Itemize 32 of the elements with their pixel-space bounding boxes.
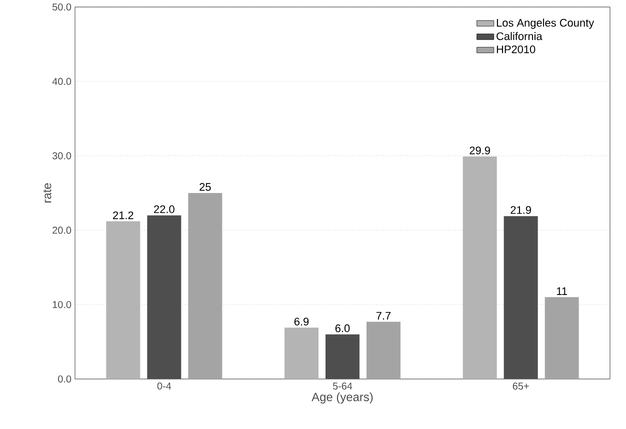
- data-label: 21.9: [510, 206, 531, 214]
- legend-label: Los Angeles County: [496, 18, 594, 29]
- bar: [147, 215, 182, 379]
- data-label: 25: [200, 183, 211, 191]
- y-tick-label: 10.0: [52, 301, 72, 308]
- data-label: 11: [556, 287, 567, 295]
- bar: [326, 334, 360, 379]
- x-tick-label: 65+: [512, 382, 529, 390]
- legend-label: HP2010: [496, 45, 536, 54]
- y-tick-label: 50.0: [52, 3, 72, 11]
- bar: [504, 216, 538, 379]
- data-label: 6.0: [335, 324, 350, 332]
- y-tick-label: 0.0: [58, 375, 72, 383]
- bar: [366, 322, 401, 379]
- data-label: 7.7: [376, 312, 391, 320]
- x-axis-title: Age (years): [312, 392, 373, 404]
- bar: [462, 156, 497, 379]
- bar: [544, 297, 579, 379]
- y-tick-label: 40.0: [52, 78, 72, 85]
- y-tick-label: 30.0: [52, 152, 72, 160]
- x-tick-label: 0-4: [157, 382, 172, 390]
- x-tick-label: 5-64: [332, 382, 352, 390]
- data-label: 21.2: [113, 211, 134, 220]
- bar: [106, 221, 140, 379]
- y-axis-title: rate: [43, 183, 52, 203]
- bar: [188, 193, 222, 379]
- bar: [284, 328, 319, 379]
- data-label: 22.0: [154, 205, 174, 214]
- legend-label: California: [496, 32, 542, 40]
- data-label: 6.9: [294, 318, 309, 326]
- data-label: 29.9: [470, 146, 490, 154]
- y-tick-label: 20.0: [52, 226, 72, 234]
